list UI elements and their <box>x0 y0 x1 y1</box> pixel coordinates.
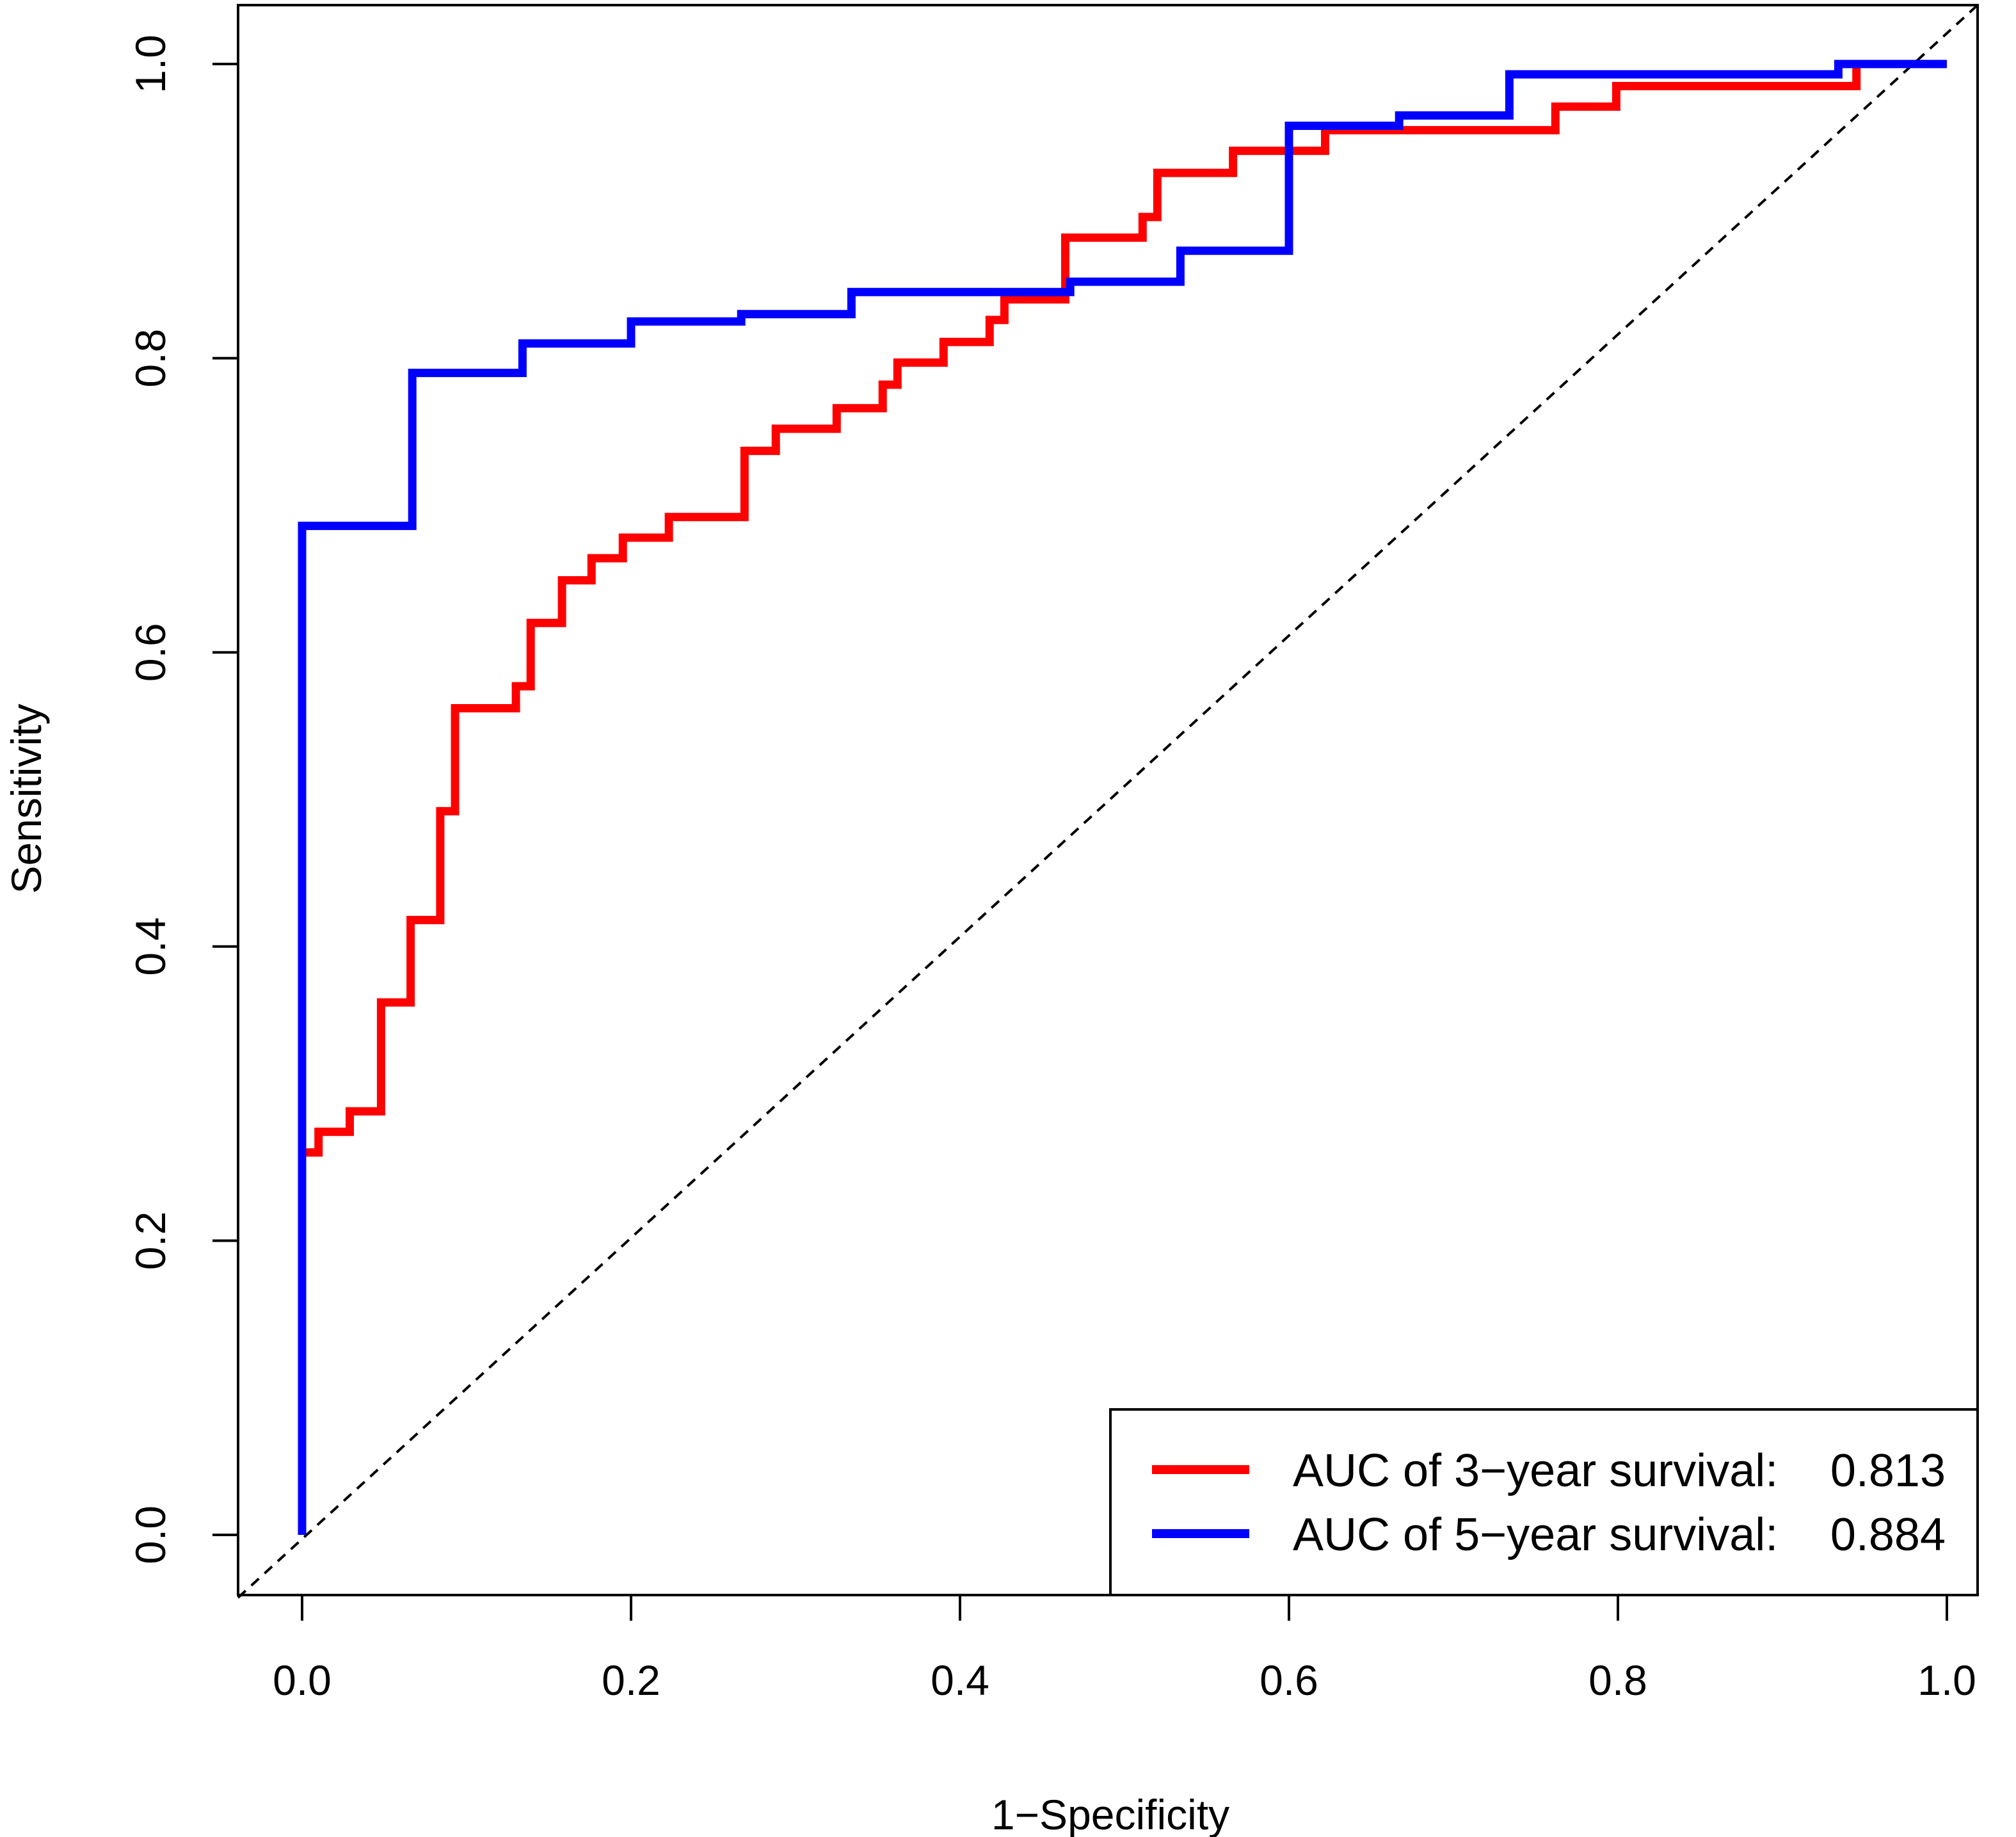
y-tick-label: 0.6 <box>127 623 174 682</box>
x-tick-label: 0.0 <box>273 1657 332 1704</box>
x-axis-title: 1−Specificity <box>991 1791 1229 1837</box>
x-tick-label: 0.4 <box>931 1657 989 1704</box>
y-tick-label: 0.4 <box>127 917 174 976</box>
legend-label-3-year: AUC of 3−year survival: <box>1293 1445 1778 1496</box>
y-axis-title: Sensitivity <box>3 703 50 894</box>
legend-box <box>1109 1408 1979 1596</box>
legend-label-5-year: AUC of 5−year survival: <box>1293 1509 1778 1560</box>
legend: AUC of 3−year survival: 0.813 AUC of 5−y… <box>1109 1408 1979 1596</box>
series-line-5-year <box>298 60 1947 1535</box>
legend-auc-3-year: 0.813 <box>1830 1445 1946 1496</box>
x-tick-label: 0.8 <box>1588 1657 1647 1704</box>
y-tick-label: 0.8 <box>127 329 174 388</box>
y-axis: 0.0 0.2 0.4 0.6 0.8 1.0 <box>127 35 239 1564</box>
series-group <box>298 60 1947 1535</box>
legend-auc-5-year: 0.884 <box>1830 1509 1946 1560</box>
x-tick-label: 0.2 <box>602 1657 660 1704</box>
x-tick-label: 0.6 <box>1260 1657 1318 1704</box>
y-tick-label: 1.0 <box>127 35 174 93</box>
x-tick-label: 1.0 <box>1917 1657 1976 1704</box>
y-tick-label: 0.2 <box>127 1212 174 1271</box>
series-line-3-year <box>298 60 1947 1535</box>
y-tick-label: 0.0 <box>127 1505 174 1564</box>
